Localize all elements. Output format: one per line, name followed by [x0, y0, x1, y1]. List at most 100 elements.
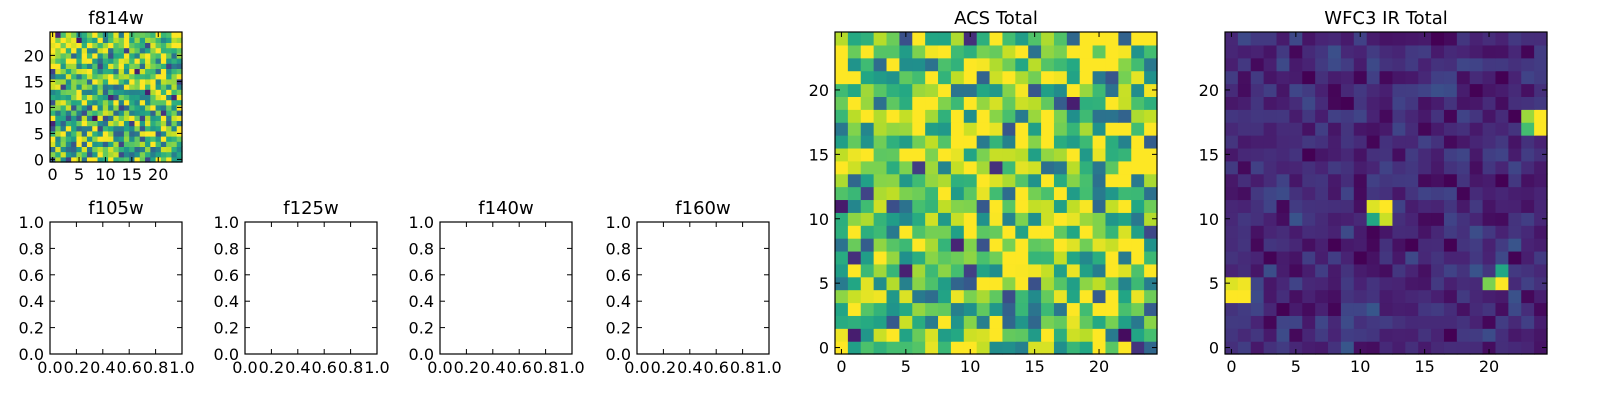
heatmap-cell — [976, 186, 991, 201]
heatmap-cell — [989, 212, 1004, 226]
heatmap-cell — [835, 289, 849, 304]
heatmap-cell — [1302, 341, 1316, 355]
heatmap-cell — [1392, 315, 1406, 329]
heatmap-cell — [1002, 44, 1016, 59]
heatmap-cell — [129, 52, 136, 59]
heatmap-cell — [1366, 302, 1381, 316]
heatmap-cell — [1469, 83, 1484, 97]
heatmap-cell — [150, 130, 157, 137]
heatmap-cell — [86, 68, 93, 75]
heatmap-cell — [171, 32, 178, 38]
heatmap-cell — [129, 110, 136, 116]
heatmap-cell — [65, 146, 72, 153]
heatmap-cell — [976, 238, 991, 252]
heatmap-cell — [1276, 160, 1290, 175]
heatmap-cell — [1225, 212, 1239, 226]
heatmap-cell — [1482, 186, 1497, 201]
heatmap-cell — [1250, 199, 1265, 213]
heatmap-cell — [835, 147, 849, 162]
heatmap-cell — [102, 94, 109, 101]
heatmap-cell — [134, 78, 141, 85]
heatmap-cell — [1508, 315, 1522, 329]
heatmap-cell — [1002, 341, 1016, 355]
heatmap-cell — [938, 32, 952, 46]
heatmap-cell — [1443, 83, 1458, 97]
heatmap-cell — [166, 89, 173, 95]
heatmap-cell — [108, 37, 114, 43]
heatmap-cell — [1289, 212, 1303, 226]
heatmap-cell — [1379, 32, 1394, 46]
heatmap-cell — [1495, 173, 1509, 188]
heatmap-cell — [1534, 135, 1548, 149]
heatmap-cell — [989, 83, 1004, 97]
heatmap-cell — [1289, 199, 1303, 213]
heatmap-cell — [1353, 96, 1368, 110]
heatmap-cell — [873, 186, 888, 201]
heatmap-cell — [1092, 315, 1107, 329]
heatmap-cell — [1392, 70, 1406, 85]
heatmap-cell — [1289, 160, 1303, 175]
x-tick-label: 5 — [74, 165, 84, 184]
heatmap-cell — [1521, 147, 1535, 162]
heatmap-cell — [81, 52, 88, 59]
heatmap-cell — [60, 47, 67, 54]
heatmap-cell — [925, 302, 939, 316]
heatmap-cell — [1508, 186, 1522, 201]
heatmap-cell — [1028, 147, 1042, 162]
heatmap-cell — [166, 63, 173, 69]
heatmap-cell — [1263, 122, 1278, 136]
heatmap-cell — [1302, 160, 1316, 175]
heatmap-cell — [55, 78, 62, 85]
heatmap-cell — [1276, 238, 1290, 252]
heatmap-cell — [1131, 199, 1145, 213]
heatmap-cell — [1131, 328, 1145, 342]
heatmap-cell — [1028, 341, 1042, 355]
heatmap-cell — [1250, 263, 1265, 278]
heatmap-cell — [1534, 173, 1548, 188]
y-tick-label: 1.0 — [214, 213, 239, 232]
heatmap-cell — [1302, 57, 1316, 72]
heatmap-cell — [81, 120, 88, 127]
heatmap-cell — [886, 44, 900, 59]
heatmap-cell — [139, 63, 146, 69]
heatmap-cell — [938, 276, 952, 291]
heatmap-cell — [1366, 109, 1381, 123]
heatmap-cell — [160, 84, 167, 90]
heatmap-cell — [950, 147, 965, 162]
heatmap-cell — [1053, 147, 1068, 162]
x-tick-label: 5 — [901, 357, 911, 376]
heatmap-cell — [1469, 44, 1484, 59]
heatmap-cell — [1328, 57, 1342, 72]
heatmap-cell — [1366, 83, 1381, 97]
heatmap-cell — [989, 32, 1004, 46]
heatmap-cell — [1225, 341, 1239, 355]
heatmap-cell — [155, 47, 162, 54]
heatmap-cell — [1131, 276, 1145, 291]
heatmap-cell — [1379, 263, 1394, 278]
heatmap-cell — [1053, 186, 1068, 201]
heatmap-cell — [1456, 250, 1471, 265]
heatmap-cell — [1302, 328, 1316, 342]
heatmap-cell — [886, 302, 900, 316]
heatmap-cell — [1340, 199, 1355, 213]
heatmap-cell — [134, 125, 141, 132]
heatmap-cell — [912, 70, 926, 85]
heatmap-cell — [899, 44, 913, 59]
y-tick-label: 0.0 — [214, 345, 239, 364]
heatmap-cell — [1340, 135, 1355, 149]
heatmap-cell — [76, 136, 83, 142]
heatmap-cell — [134, 32, 141, 38]
heatmap-cell — [160, 32, 167, 38]
heatmap-cell — [1105, 135, 1119, 149]
heatmap-cell — [1066, 44, 1081, 59]
heatmap-cell — [1495, 160, 1509, 175]
heatmap-cell — [97, 42, 104, 49]
heatmap-cell — [97, 115, 104, 121]
heatmap-cell — [1443, 32, 1458, 46]
y-tick-label: 0.6 — [19, 266, 44, 285]
heatmap-cell — [145, 156, 151, 163]
heatmap-cell — [1456, 225, 1471, 239]
heatmap-cell — [134, 37, 141, 43]
heatmap-cell — [1144, 70, 1158, 85]
heatmap-cell — [123, 120, 130, 127]
